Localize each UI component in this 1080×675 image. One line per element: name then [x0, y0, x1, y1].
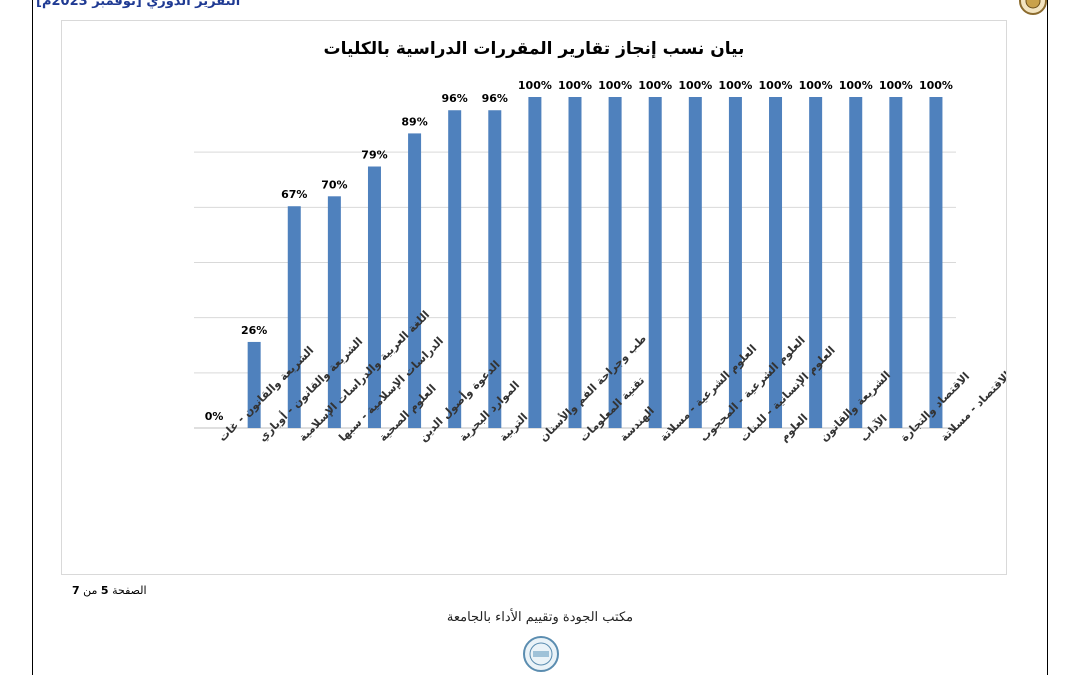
- bars: [247, 97, 943, 429]
- page-number: الصفحة 5 من 7: [72, 584, 147, 597]
- data-label: 100%: [638, 79, 672, 92]
- chart-container: بيان نسب إنجاز تقارير المقررات الدراسية …: [61, 20, 1013, 575]
- university-logo: [1019, 0, 1047, 15]
- bar-chart: بيان نسب إنجاز تقارير المقررات الدراسية …: [194, 39, 1013, 445]
- data-label: 70%: [321, 178, 347, 191]
- bar: [528, 97, 542, 428]
- data-label: 0%: [205, 410, 224, 423]
- data-label: 100%: [678, 79, 712, 92]
- data-label: 100%: [759, 79, 793, 92]
- data-label: 96%: [442, 92, 468, 105]
- page-total: 7: [72, 584, 80, 597]
- data-label: 67%: [281, 188, 307, 201]
- bar: [488, 110, 502, 429]
- bar: [568, 97, 582, 428]
- university-seal: [523, 636, 559, 672]
- bar: [809, 97, 823, 428]
- bar: [448, 110, 462, 429]
- data-label: 100%: [518, 79, 552, 92]
- category-label: الاقتصاد - مسلاتة: [938, 369, 1006, 444]
- bar: [849, 97, 863, 428]
- bar: [327, 196, 341, 428]
- bar: [608, 97, 622, 428]
- category-label: التربية: [497, 411, 531, 445]
- data-label: 79%: [361, 149, 387, 162]
- data-label: 100%: [879, 79, 913, 92]
- data-label: 89%: [401, 115, 427, 128]
- bar: [247, 341, 261, 428]
- chart-title: بيان نسب إنجاز تقارير المقررات الدراسية …: [324, 39, 745, 59]
- report-header: التقرير الدوري [نوفمبر 2023م]: [36, 0, 241, 9]
- bar: [769, 97, 783, 428]
- bar: [929, 97, 943, 428]
- data-label: 100%: [558, 79, 592, 92]
- bar: [287, 206, 301, 428]
- page-frame: [32, 0, 1048, 675]
- bar: [408, 133, 422, 428]
- data-label: 96%: [482, 92, 508, 105]
- footer-office: مكتب الجودة وتقييم الأداء بالجامعة: [446, 610, 634, 625]
- data-label: 100%: [718, 79, 752, 92]
- bar: [648, 97, 662, 428]
- page-current: 5: [100, 584, 109, 597]
- data-label: 100%: [839, 79, 873, 92]
- bar: [728, 97, 742, 428]
- data-labels: 0% 26% 67% 70% 79% 89% 96% 96% 100% 100% 100% 100% 1…: [205, 79, 953, 423]
- bar: [889, 97, 903, 428]
- page-label: الصفحة: [112, 584, 147, 597]
- data-label: 100%: [919, 79, 953, 92]
- bar: [688, 97, 702, 428]
- page-of: من: [83, 584, 98, 597]
- bar: [367, 166, 381, 428]
- data-label: 100%: [799, 79, 833, 92]
- data-label: 26%: [241, 324, 267, 337]
- data-label: 100%: [598, 79, 632, 92]
